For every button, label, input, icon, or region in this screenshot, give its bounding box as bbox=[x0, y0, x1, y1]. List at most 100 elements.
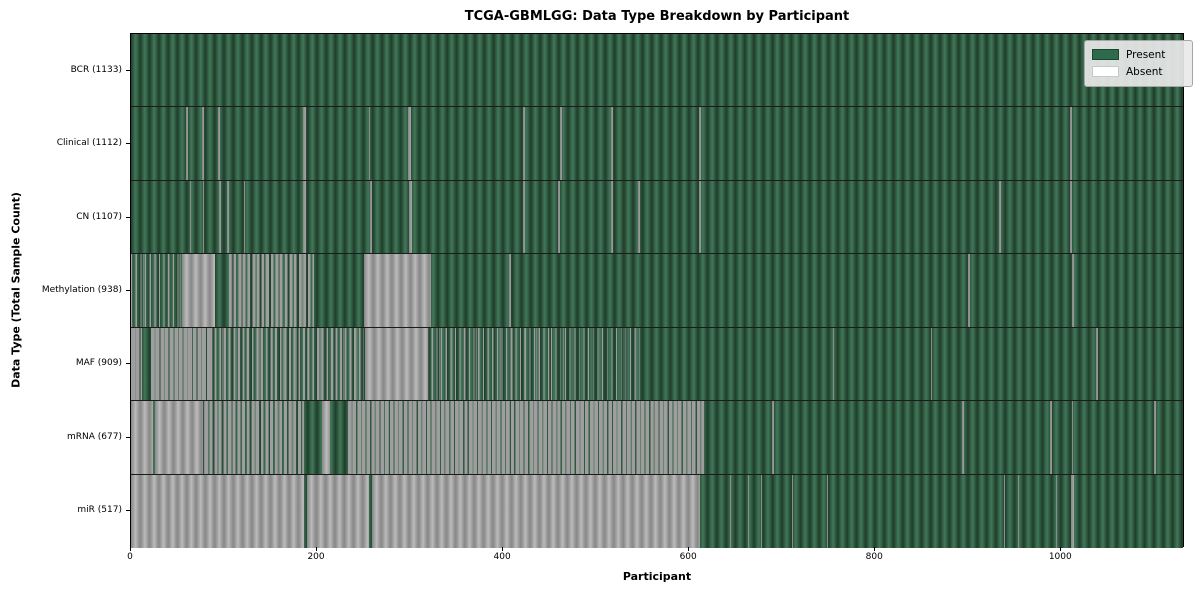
absent-stripe bbox=[202, 180, 205, 254]
absent-stripe bbox=[760, 474, 762, 548]
mixed-absent-stripes bbox=[347, 401, 705, 474]
heatmap-row-methylation bbox=[131, 254, 1183, 328]
y-tick-mark bbox=[126, 436, 130, 438]
absent-stripe bbox=[771, 401, 774, 474]
absent-stripe bbox=[730, 474, 732, 548]
y-tick-label: miR (517) bbox=[77, 505, 122, 516]
y-tick-mark bbox=[126, 143, 130, 145]
absent-stripe bbox=[1069, 180, 1072, 254]
y-tick-label: CN (1107) bbox=[76, 211, 122, 222]
y-tick-label: mRNA (677) bbox=[67, 431, 122, 442]
present-swatch-icon bbox=[1092, 49, 1119, 60]
absent-stripe bbox=[243, 180, 246, 254]
absent-stripe bbox=[408, 107, 411, 180]
heatmap-row-clinical bbox=[131, 107, 1183, 181]
absent-stripe bbox=[961, 401, 964, 474]
absent-stripe bbox=[204, 401, 206, 474]
absent-stripe bbox=[321, 401, 331, 474]
x-tick-mark bbox=[130, 547, 131, 551]
absent-stripe bbox=[1072, 254, 1075, 327]
x-tick-mark bbox=[316, 547, 318, 551]
legend-label: Absent bbox=[1126, 65, 1163, 78]
absent-stripe bbox=[1095, 327, 1098, 401]
absent-stripe bbox=[131, 401, 154, 474]
mixed-absent-stripes bbox=[131, 254, 183, 327]
absent-stripe bbox=[185, 107, 188, 180]
absent-stripe bbox=[131, 474, 305, 548]
mixed-absent-stripes bbox=[131, 327, 143, 401]
y-tick-mark bbox=[126, 216, 130, 218]
absent-stripe bbox=[306, 474, 370, 548]
absent-stripe bbox=[365, 327, 427, 401]
heatmap-row-bcr bbox=[131, 34, 1183, 108]
absent-stripe bbox=[557, 180, 560, 254]
x-tick-label: 200 bbox=[307, 552, 325, 562]
x-axis-label: Participant bbox=[622, 570, 692, 583]
absent-stripe bbox=[637, 180, 640, 254]
x-tick-mark bbox=[874, 547, 876, 551]
x-tick-mark bbox=[502, 547, 504, 551]
absent-stripe bbox=[699, 107, 702, 180]
absent-stripe bbox=[833, 327, 835, 401]
absent-stripe bbox=[747, 474, 749, 548]
y-tick-mark bbox=[126, 69, 130, 71]
heatmap-row-cn bbox=[131, 180, 1183, 255]
absent-stripe bbox=[363, 254, 431, 327]
absent-stripe bbox=[219, 180, 222, 254]
absent-stripe bbox=[611, 180, 613, 254]
absent-stripe bbox=[370, 180, 372, 254]
y-tick-mark bbox=[126, 510, 130, 512]
absent-stripe bbox=[369, 107, 371, 180]
absent-stripe bbox=[792, 474, 794, 548]
legend-item-present: Present bbox=[1092, 46, 1186, 63]
mixed-absent-stripes bbox=[205, 401, 305, 474]
absent-stripe bbox=[1003, 474, 1005, 548]
absent-stripe bbox=[1055, 474, 1057, 548]
heatmap-row-maf bbox=[131, 327, 1183, 402]
absent-stripe bbox=[1070, 474, 1075, 548]
absent-stripe bbox=[559, 107, 562, 180]
y-tick-label: Clinical (1112) bbox=[56, 138, 122, 149]
mixed-absent-stripes bbox=[551, 327, 643, 401]
x-tick-label: 600 bbox=[679, 552, 697, 562]
absent-stripe bbox=[1154, 401, 1157, 474]
heatmap-row-mrna bbox=[131, 401, 1183, 475]
absent-stripe bbox=[522, 107, 525, 180]
absent-stripe bbox=[218, 107, 221, 180]
absent-stripe bbox=[189, 180, 192, 254]
absent-stripe bbox=[226, 180, 229, 254]
absent-stripe bbox=[155, 401, 203, 474]
absent-stripe bbox=[826, 474, 828, 548]
absent-stripe bbox=[931, 327, 933, 401]
mixed-absent-stripes bbox=[210, 327, 364, 401]
y-tick-label: MAF (909) bbox=[75, 358, 122, 369]
legend-label: Present bbox=[1126, 48, 1166, 61]
absent-stripe bbox=[1071, 401, 1074, 474]
absent-stripe bbox=[1050, 401, 1052, 474]
chart-title: TCGA-GBMLGG: Data Type Breakdown by Part… bbox=[464, 9, 850, 24]
x-tick-mark bbox=[1060, 547, 1062, 551]
x-tick-label: 400 bbox=[493, 552, 511, 562]
absent-stripe bbox=[182, 254, 215, 327]
absent-stripe bbox=[611, 107, 613, 180]
absent-stripe bbox=[409, 180, 412, 254]
x-tick-mark bbox=[688, 547, 690, 551]
mixed-absent-stripes bbox=[228, 254, 315, 327]
absent-stripe bbox=[1017, 474, 1019, 548]
legend: Present Absent bbox=[1084, 40, 1193, 87]
legend-item-absent: Absent bbox=[1092, 63, 1186, 80]
plot-area bbox=[130, 33, 1184, 548]
y-tick-mark bbox=[126, 290, 130, 291]
heatmap-row-mir bbox=[131, 474, 1183, 548]
x-tick-label: 0 bbox=[127, 552, 133, 562]
x-tick-label: 1000 bbox=[1048, 552, 1072, 562]
absent-stripe bbox=[998, 180, 1001, 254]
absent-stripe bbox=[201, 107, 204, 180]
absent-stripe bbox=[371, 474, 701, 548]
absent-stripe bbox=[522, 180, 526, 254]
y-tick-label: Methylation (938) bbox=[41, 285, 122, 295]
absent-stripe bbox=[1069, 107, 1072, 180]
absent-stripe bbox=[699, 180, 702, 254]
absent-swatch-icon bbox=[1092, 66, 1119, 77]
